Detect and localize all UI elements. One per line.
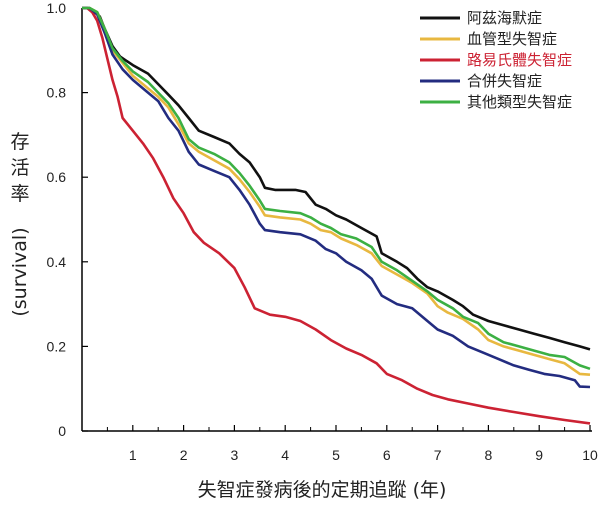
y-axis-title-char-1: 存 <box>10 131 29 153</box>
y-tick-label: 0.6 <box>47 169 67 185</box>
x-tick-label: 7 <box>434 447 442 463</box>
y-tick-label: 0 <box>58 423 66 439</box>
legend-label: 血管型失智症 <box>467 30 557 48</box>
x-axis-ticks: 1 2 3 4 5 6 7 8 9 10 <box>106 425 598 463</box>
series-line-5 <box>82 6 591 371</box>
y-tick-label: 0.2 <box>47 338 67 354</box>
x-tick-label: 10 <box>582 447 598 463</box>
x-tick-label: 4 <box>281 447 289 463</box>
x-tick-label: 3 <box>231 447 239 463</box>
y-tick-label: 0.4 <box>47 254 67 270</box>
y-axis-title: 存 活 率 (survival) <box>9 131 31 317</box>
x-tick-label: 2 <box>180 447 188 463</box>
series-line-2 <box>82 6 591 376</box>
y-axis-title-char-2: 活 <box>10 157 29 179</box>
x-tick-label: 5 <box>332 447 340 463</box>
series-line-1 <box>82 6 591 351</box>
y-axis-title-char-3: 率 <box>10 183 29 205</box>
plot-area: 0 0.2 0.4 0.6 0.8 1.0 1 2 3 4 5 6 7 8 9 10 <box>47 0 598 463</box>
series-line-3 <box>82 6 591 425</box>
y-axis-title-english: (survival) <box>9 227 31 316</box>
series-line-4 <box>82 6 591 389</box>
legend-label: 其他類型失智症 <box>467 93 572 111</box>
y-tick-label: 0.8 <box>47 85 67 101</box>
x-tick-label: 6 <box>383 447 391 463</box>
y-tick-label: 1.0 <box>47 0 67 16</box>
x-tick-label: 1 <box>129 447 137 463</box>
legend-label: 路易氏體失智症 <box>467 51 572 69</box>
y-axis-ticks: 0 0.2 0.4 0.6 0.8 1.0 <box>47 0 88 439</box>
x-tick-label: 8 <box>485 447 493 463</box>
legend-label: 阿茲海默症 <box>467 9 542 27</box>
legend-label: 合併失智症 <box>467 72 542 90</box>
x-tick-label: 9 <box>535 447 543 463</box>
series-lines <box>82 6 591 425</box>
x-axis-title: 失智症發病後的定期追蹤 (年) <box>198 479 447 501</box>
